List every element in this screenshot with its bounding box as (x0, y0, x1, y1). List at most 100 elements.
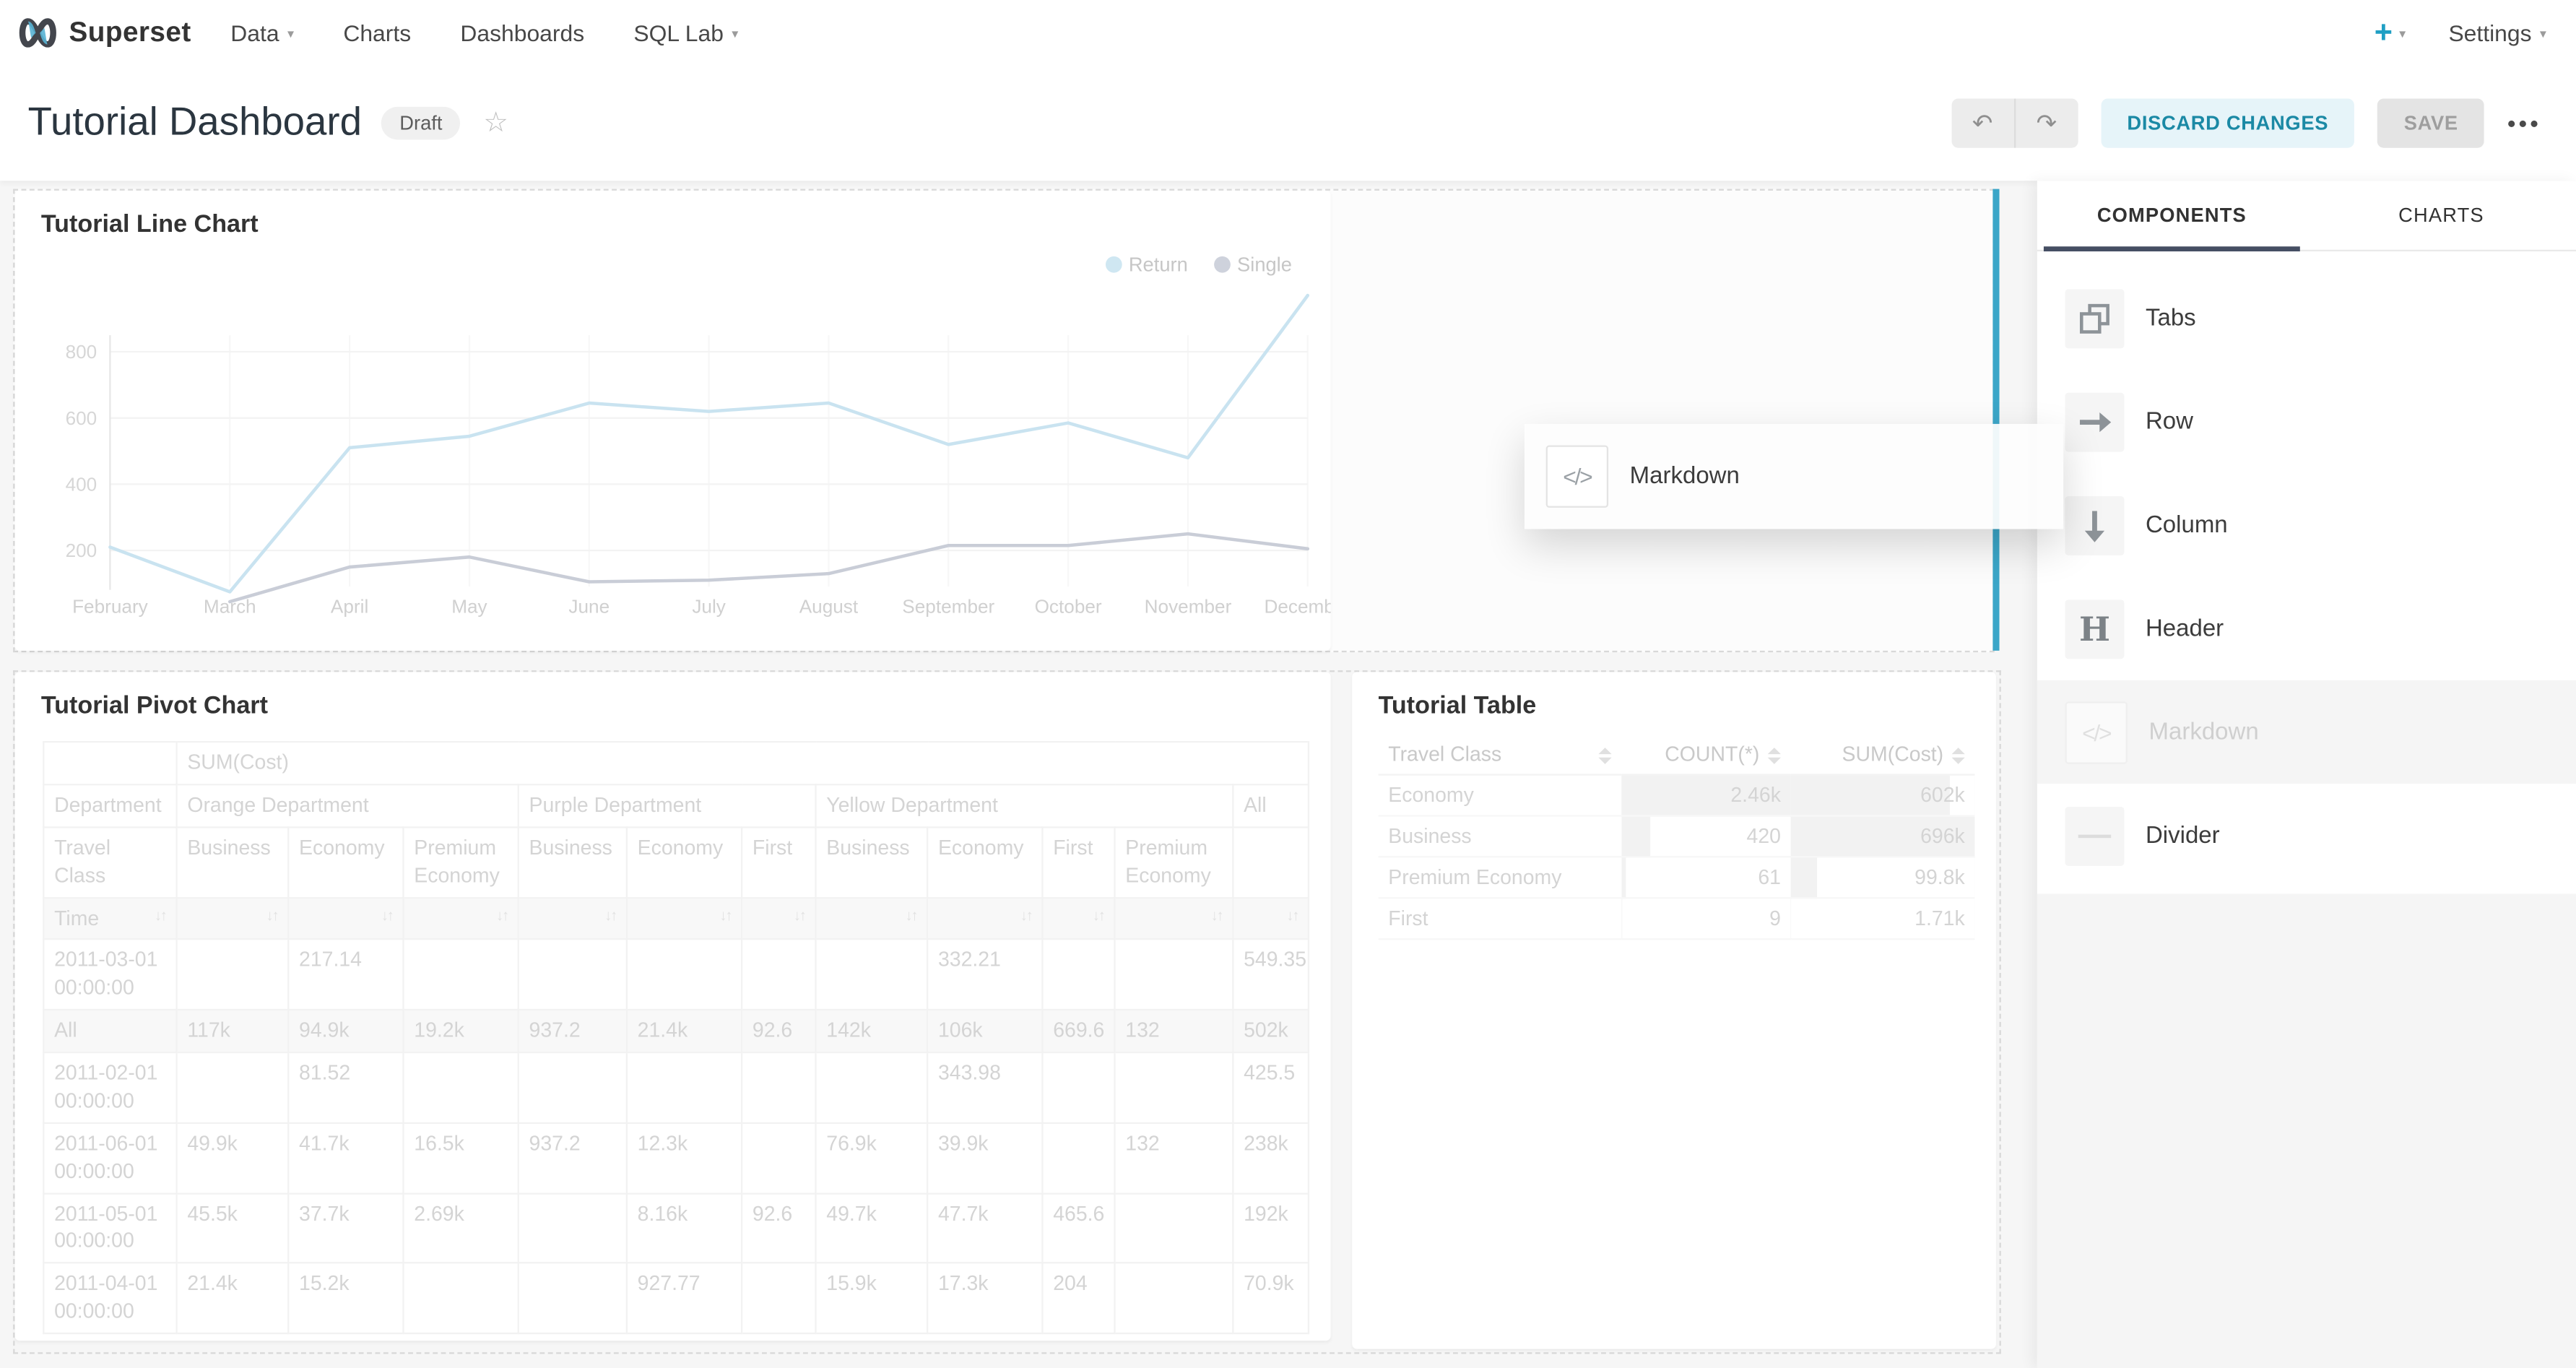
pivot-sort-header[interactable]: ↓↑ (1041, 896, 1116, 941)
tab-components[interactable]: COMPONENTS (2096, 204, 2247, 227)
pivot-subcol-header: First (740, 826, 817, 899)
table-row: Premium Economy 61 99.8k (1378, 857, 1975, 899)
table-sort-header[interactable]: Travel Class (1378, 734, 1622, 776)
pivot-cell: 12.3k (625, 1122, 743, 1194)
pivot-cell: 238k (1232, 1122, 1310, 1194)
tabs-icon (2065, 288, 2125, 348)
dashboard-row-2[interactable]: Tutorial Pivot Chart SUM(Cost) Department… (13, 670, 2001, 1354)
pivot-subcol-header: Economy (927, 826, 1044, 899)
nav-item-charts[interactable]: Charts (343, 20, 412, 46)
table-sort-header[interactable]: SUM(Cost) (1790, 734, 1975, 776)
superset-logo[interactable]: Superset (17, 17, 191, 49)
dashboard-row-1[interactable]: Tutorial Line Chart Return Single 200 400… (13, 189, 1995, 653)
pivot-cell: 15.9k (815, 1262, 929, 1335)
settings-menu[interactable]: Settings ▾ (2448, 20, 2547, 46)
chart-title: Tutorial Pivot Chart (40, 691, 268, 720)
pivot-subcol-header: Business (517, 826, 628, 899)
legend-entry-single[interactable]: Single (1214, 253, 1292, 276)
pivot-cell: 502k (1232, 1009, 1310, 1054)
pivot-cell: 49.9k (175, 1122, 290, 1194)
pivot-cell (1114, 1051, 1234, 1124)
pivot-row-dim: Department (43, 783, 178, 828)
pivot-sort-header[interactable]: ↓↑ (402, 896, 519, 941)
pivot-cell: 937.2 (517, 1009, 628, 1054)
sidebar-item-row[interactable]: Row (2037, 370, 2576, 473)
tab-charts[interactable]: CHARTS (2398, 204, 2484, 227)
sidebar-item-tabs[interactable]: Tabs (2037, 267, 2576, 370)
pivot-table: SUM(Cost) Department Orange Department Purp… (43, 740, 1310, 1335)
pivot-sort-header[interactable]: ↓↑ (625, 896, 743, 941)
main-nav: Data ▾ Charts Dashboards SQL Lab ▾ (230, 20, 738, 46)
builder-sidebar: COMPONENTS CHARTS Tabs Row Colu (2037, 181, 2576, 1368)
sidebar-item-divider[interactable]: Divider (2037, 784, 2576, 887)
table-cell: 2.46k (1621, 774, 1791, 817)
row-arrow-icon (2065, 391, 2125, 451)
pivot-cell: 117k (175, 1009, 290, 1054)
more-options-icon[interactable]: ••• (2507, 110, 2542, 137)
chevron-down-icon: ▾ (732, 25, 739, 40)
pivot-row-label: 2011-04-01 00:00:00 (43, 1262, 178, 1335)
sidebar-item-header[interactable]: H Header (2037, 576, 2576, 680)
pivot-cell (402, 1051, 519, 1124)
new-item-menu[interactable]: + ▾ (2375, 17, 2406, 48)
nav-item-dashboards[interactable]: Dashboards (460, 20, 585, 46)
table-chart-card[interactable]: Tutorial Table Travel Class COUNT(*) SUM(C… (1352, 672, 1996, 1349)
pivot-subcol-header: Premium Economy (402, 826, 519, 899)
pivot-sort-header[interactable]: ↓↑ (740, 896, 817, 941)
sidebar-item-markdown[interactable]: </> Markdown (2037, 680, 2576, 784)
component-list: Tabs Row Column H Header </> Markdown (2037, 267, 2576, 888)
pivot-cell: 16.5k (402, 1122, 519, 1194)
pivot-sort-header[interactable]: ↓↑ (927, 896, 1044, 941)
pivot-subcol-header: Business (815, 826, 929, 899)
pivot-cell: 669.6 (1041, 1009, 1116, 1054)
pivot-cell: 549.35 (1232, 938, 1310, 1011)
svg-text:400: 400 (66, 474, 97, 495)
drop-indicator (1992, 189, 2000, 651)
dashboard-header: Tutorial Dashboard Draft ☆ ↶ ↷ DISCARD C… (0, 65, 2576, 181)
svg-text:August: August (799, 596, 859, 618)
pivot-row-label: 2011-02-01 00:00:00 (43, 1051, 178, 1124)
plus-icon: + (2374, 15, 2393, 51)
undo-button[interactable]: ↶ (1951, 98, 2013, 147)
page-title[interactable]: Tutorial Dashboard (27, 100, 362, 145)
table-cell: 420 (1621, 815, 1791, 858)
table-cell: Business (1378, 815, 1622, 858)
pivot-group-header: Yellow Department (815, 783, 1234, 828)
column-arrow-icon (2065, 495, 2125, 555)
pivot-row-label: All (43, 1009, 178, 1054)
line-chart-card[interactable]: Tutorial Line Chart Return Single 200 400… (14, 190, 1331, 651)
pivot-sort-header[interactable]: ↓↑ (175, 896, 290, 941)
pivot-cell (517, 1192, 628, 1264)
drag-ghost-markdown[interactable]: </> Markdown (1525, 423, 2064, 529)
status-badge: Draft (381, 106, 461, 140)
pivot-sort-header[interactable]: ↓↑ (287, 896, 404, 941)
pivot-col-dim: Travel Class (43, 826, 178, 899)
pivot-subcol-header: Economy (287, 826, 404, 899)
pivot-cell (175, 1051, 290, 1124)
svg-text:July: July (692, 596, 726, 618)
redo-button[interactable]: ↷ (2013, 98, 2078, 148)
tutorial-table: Travel Class COUNT(*) SUM(Cost) Economy 2.46… (1378, 734, 1975, 940)
pivot-subcol-header: First (1041, 826, 1116, 899)
pivot-sort-header[interactable]: Time ↓↑ (43, 896, 178, 941)
sidebar-item-column[interactable]: Column (2037, 473, 2576, 576)
nav-item-data[interactable]: Data ▾ (230, 20, 295, 46)
pivot-sort-header[interactable]: ↓↑ (1232, 896, 1310, 941)
header-icon: H (2065, 599, 2125, 659)
pivot-chart-card[interactable]: Tutorial Pivot Chart SUM(Cost) Department… (14, 672, 1331, 1341)
active-tab-underline (2043, 246, 2300, 252)
discard-changes-button[interactable]: DISCARD CHANGES (2101, 98, 2355, 148)
pivot-sort-header[interactable]: ↓↑ (517, 896, 628, 941)
pivot-cell: 217.14 (287, 938, 404, 1011)
save-button[interactable]: SAVE (2377, 98, 2485, 148)
pivot-sort-header[interactable]: ↓↑ (815, 896, 929, 941)
favorite-star-icon[interactable]: ☆ (483, 106, 509, 139)
legend-entry-return[interactable]: Return (1105, 253, 1188, 276)
table-cell: 61 (1621, 857, 1791, 899)
pivot-sort-header[interactable]: ↓↑ (1114, 896, 1234, 941)
chart-title: Tutorial Table (1378, 691, 1537, 720)
pivot-cell (517, 1051, 628, 1124)
nav-item-sql-lab[interactable]: SQL Lab ▾ (633, 20, 739, 46)
pivot-cell: 465.6 (1041, 1192, 1116, 1264)
table-sort-header[interactable]: COUNT(*) (1621, 734, 1791, 776)
